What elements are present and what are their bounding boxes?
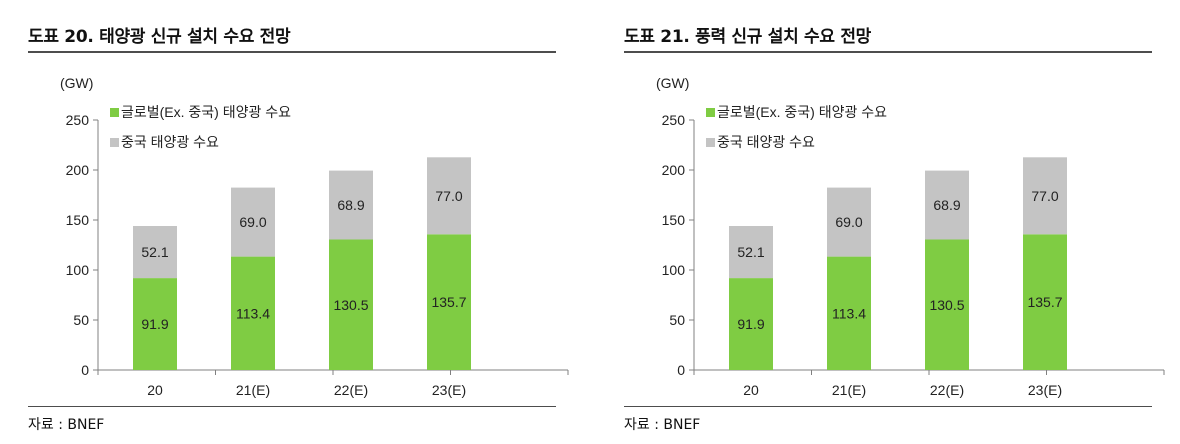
data-label-global: 130.5 bbox=[929, 297, 964, 313]
bar-global-segment bbox=[329, 239, 373, 370]
bar-global-segment bbox=[925, 239, 969, 370]
y-tick-label: 250 bbox=[662, 112, 686, 128]
y-unit-label: (GW) bbox=[656, 75, 689, 91]
bar-global-segment bbox=[231, 256, 275, 370]
data-label-china: 68.9 bbox=[933, 197, 960, 213]
legend-label-china: 중국 태양광 수요 bbox=[717, 134, 815, 150]
bar-global-segment bbox=[827, 256, 871, 370]
bar-china-segment bbox=[1023, 157, 1067, 235]
x-tick-label: 23(E) bbox=[1028, 382, 1062, 398]
y-tick-label: 50 bbox=[669, 312, 685, 328]
y-tick-label: 0 bbox=[677, 362, 685, 378]
bar-china-segment bbox=[729, 226, 773, 279]
y-tick-label: 150 bbox=[66, 212, 90, 228]
legend-label-global: 글로벌(Ex. 중국) 태양광 수요 bbox=[717, 104, 887, 120]
data-label-china: 77.0 bbox=[1031, 188, 1058, 204]
source-divider bbox=[624, 406, 1152, 407]
y-tick-label: 100 bbox=[66, 262, 90, 278]
data-label-global: 113.4 bbox=[236, 305, 270, 321]
bar-china-segment bbox=[427, 157, 471, 235]
bar-china-segment bbox=[925, 170, 969, 240]
bar-global-segment bbox=[1023, 234, 1067, 370]
source-note: 자료 : BNEF bbox=[28, 417, 105, 433]
x-tick-label: 21(E) bbox=[832, 382, 866, 398]
x-tick-label: 20 bbox=[743, 382, 759, 398]
data-label-china: 69.0 bbox=[835, 214, 862, 230]
bar-global-segment bbox=[427, 234, 471, 370]
bar-china-segment bbox=[133, 226, 177, 279]
data-label-china: 69.0 bbox=[239, 214, 266, 230]
chart-title: 도표 21. 풍력 신규 설치 수요 전망 bbox=[624, 27, 872, 47]
legend-swatch-china bbox=[706, 138, 715, 147]
chart-title: 도표 20. 태양광 신규 설치 수요 전망 bbox=[28, 27, 291, 47]
x-tick-label: 20 bbox=[147, 382, 163, 398]
bar-china-segment bbox=[329, 170, 373, 240]
chart-panel-wind: 도표 21. 풍력 신규 설치 수요 전망 (GW) 0 50 100 150 200 25… bbox=[624, 0, 1180, 444]
bar-china-segment bbox=[231, 187, 275, 257]
legend-swatch-global bbox=[706, 108, 715, 117]
y-tick-label: 200 bbox=[66, 162, 90, 178]
x-tick-label: 21(E) bbox=[236, 382, 270, 398]
data-label-china: 52.1 bbox=[737, 244, 764, 260]
stacked-bar-chart: (GW) 0 50 100 150 200 250 91.9 52.1 20 113.4 69.0 21… bbox=[656, 75, 1165, 398]
x-tick-label: 22(E) bbox=[930, 382, 964, 398]
title-divider bbox=[28, 51, 556, 53]
source-note: 자료 : BNEF bbox=[624, 417, 701, 433]
y-tick-label: 250 bbox=[66, 112, 90, 128]
bar-global-segment bbox=[133, 278, 177, 370]
y-tick-label: 150 bbox=[662, 212, 686, 228]
x-tick-label: 23(E) bbox=[432, 382, 466, 398]
y-tick-label: 200 bbox=[662, 162, 686, 178]
chart-panel-solar: 도표 20. 태양광 신규 설치 수요 전망 (GW) 0 50 100 150 200 2… bbox=[28, 0, 588, 444]
y-tick-label: 100 bbox=[662, 262, 686, 278]
legend-swatch-global bbox=[110, 108, 119, 117]
y-unit-label: (GW) bbox=[60, 75, 93, 91]
data-label-global: 130.5 bbox=[333, 297, 368, 313]
data-label-global: 91.9 bbox=[141, 316, 168, 332]
data-label-global: 135.7 bbox=[1027, 294, 1062, 310]
data-label-global: 113.4 bbox=[832, 305, 866, 321]
stacked-bar-chart: (GW) 0 50 100 150 200 250 91.9 52.1 20 113.4 69.0 21… bbox=[60, 75, 569, 398]
legend-label-china: 중국 태양광 수요 bbox=[121, 134, 219, 150]
data-label-china: 52.1 bbox=[141, 244, 168, 260]
source-divider bbox=[28, 406, 556, 407]
title-divider bbox=[624, 51, 1152, 53]
y-tick-label: 50 bbox=[73, 312, 89, 328]
data-label-china: 77.0 bbox=[435, 188, 462, 204]
legend-swatch-china bbox=[110, 138, 119, 147]
y-tick-label: 0 bbox=[81, 362, 89, 378]
x-tick-label: 22(E) bbox=[334, 382, 368, 398]
legend-label-global: 글로벌(Ex. 중국) 태양광 수요 bbox=[121, 104, 291, 120]
data-label-global: 135.7 bbox=[431, 294, 466, 310]
data-label-global: 91.9 bbox=[737, 316, 764, 332]
data-label-china: 68.9 bbox=[337, 197, 364, 213]
bar-global-segment bbox=[729, 278, 773, 370]
bar-china-segment bbox=[827, 187, 871, 257]
